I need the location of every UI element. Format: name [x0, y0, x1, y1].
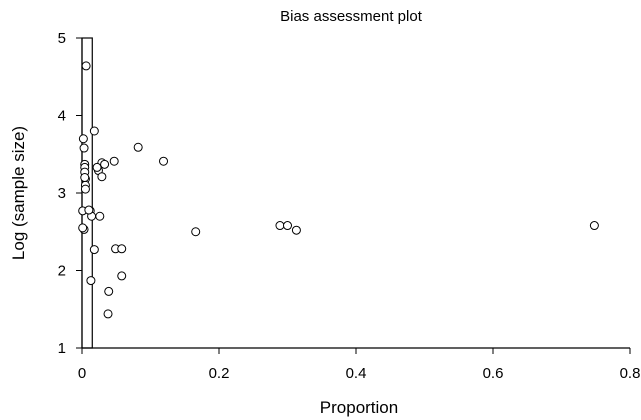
- data-point: [291, 225, 301, 235]
- data-points: [78, 61, 599, 319]
- data-point: [109, 156, 119, 166]
- data-point: [78, 223, 88, 233]
- x-tick-label: 0.2: [209, 365, 230, 382]
- y-tick-label: 2: [58, 263, 66, 280]
- y-tick-label: 3: [58, 185, 66, 202]
- chart-title: Bias assessment plot: [280, 8, 423, 25]
- data-point: [103, 309, 113, 319]
- data-point: [80, 173, 90, 182]
- y-axis-label: Log (sample size): [9, 126, 28, 260]
- data-point: [97, 172, 107, 182]
- data-point: [80, 184, 90, 194]
- data-point: [104, 286, 114, 296]
- data-point: [78, 134, 88, 144]
- data-point: [191, 227, 201, 237]
- data-point: [100, 159, 110, 169]
- data-point: [133, 142, 143, 152]
- x-tick-label: 0.8: [620, 365, 641, 382]
- x-tick-label: 0.6: [483, 365, 504, 382]
- data-point: [589, 221, 599, 231]
- data-point: [79, 143, 89, 153]
- x-tick-label: 0.4: [346, 365, 367, 382]
- y-tick-label: 1: [58, 340, 66, 357]
- y-tick-label: 4: [58, 108, 66, 125]
- data-point: [117, 244, 127, 254]
- y-tick-label: 5: [58, 30, 66, 47]
- data-point: [95, 211, 105, 221]
- data-point: [159, 156, 169, 166]
- data-point: [84, 205, 94, 215]
- data-point: [89, 126, 99, 136]
- x-axis-label: Proportion: [320, 398, 398, 417]
- data-point: [89, 245, 99, 255]
- data-point: [275, 221, 285, 231]
- data-point: [117, 271, 127, 281]
- data-point: [81, 61, 91, 71]
- data-point: [86, 276, 96, 286]
- x-tick-label: 0: [78, 365, 86, 382]
- data-point: [92, 162, 102, 172]
- data-point: [283, 221, 292, 231]
- axes: 0 0.2 0.4 0.6 0.8 1 2 3 4 5: [58, 30, 641, 382]
